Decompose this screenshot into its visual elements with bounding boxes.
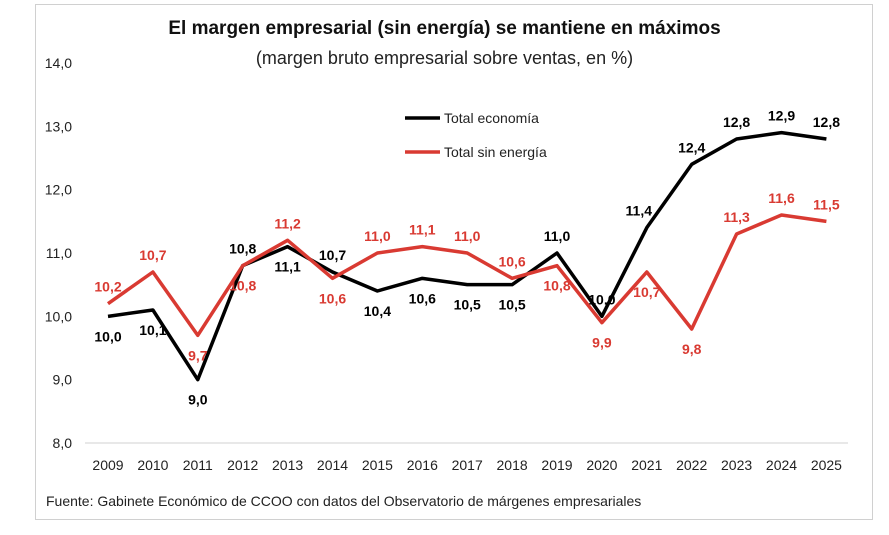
x-tick-label: 2018 (497, 457, 528, 473)
data-label: 10,6 (409, 290, 436, 306)
data-label: 10,8 (229, 241, 256, 257)
data-label: 10,2 (94, 279, 121, 295)
data-label: 11,0 (454, 228, 481, 244)
x-tick-label: 2010 (137, 457, 168, 473)
data-label: 11,5 (813, 196, 840, 212)
data-label: 11,3 (723, 209, 750, 225)
data-label: 11,0 (364, 228, 391, 244)
x-tick-label: 2009 (92, 457, 123, 473)
chart-frame (35, 4, 873, 520)
y-tick-label: 13,0 (45, 118, 72, 134)
y-tick-label: 12,0 (45, 182, 72, 198)
data-label: 10,4 (364, 303, 391, 319)
data-label: 10,6 (319, 290, 346, 306)
data-label: 10,6 (498, 253, 525, 269)
data-label: 11,2 (274, 215, 301, 231)
x-tick-label: 2021 (631, 457, 662, 473)
data-label: 11,1 (409, 222, 436, 238)
data-label: 12,9 (768, 108, 795, 124)
data-label: 10,5 (454, 297, 481, 313)
x-tick-label: 2012 (227, 457, 258, 473)
data-label: 10,0 (588, 291, 615, 307)
data-label: 11,0 (544, 228, 571, 244)
series-line-total-economia (107, 130, 827, 382)
data-label: 11,4 (626, 203, 653, 219)
x-tick-label: 2025 (811, 457, 842, 473)
chart-source: Fuente: Gabinete Económico de CCOO con d… (46, 493, 642, 509)
x-tick-label: 2017 (452, 457, 483, 473)
y-tick-label: 14,0 (45, 55, 72, 71)
data-label: 10,5 (498, 297, 525, 313)
data-label: 9,9 (592, 335, 612, 351)
data-label: 12,4 (678, 139, 705, 155)
x-tick-label: 2023 (721, 457, 752, 473)
x-tick-label: 2013 (272, 457, 303, 473)
chart-subtitle: (margen bruto empresarial sobre ventas, … (255, 48, 634, 68)
data-label: 9,8 (682, 341, 702, 357)
chart-title: El margen empresarial (sin energía) se m… (168, 18, 721, 39)
data-label: 10,7 (633, 284, 660, 300)
data-label: 12,8 (813, 114, 840, 130)
y-tick-label: 11,0 (46, 245, 72, 261)
x-tick-label: 2019 (541, 457, 572, 473)
y-tick-label: 8,0 (53, 435, 73, 451)
x-tick-label: 2024 (766, 457, 797, 473)
data-label: 10,7 (319, 247, 346, 263)
y-tick-label: 10,0 (45, 308, 72, 324)
data-label: 10,8 (229, 278, 256, 294)
data-label: 10,8 (543, 278, 570, 294)
data-label: 10,7 (139, 247, 166, 263)
x-tick-label: 2022 (676, 457, 707, 473)
data-label: 9,0 (188, 392, 208, 408)
data-label: 10,1 (139, 322, 166, 338)
legend-label: Total sin energía (444, 144, 547, 160)
y-tick-label: 9,0 (53, 372, 73, 388)
x-tick-label: 2020 (586, 457, 617, 473)
data-label: 9,7 (188, 347, 208, 363)
x-tick-label: 2014 (317, 457, 348, 473)
x-tick-label: 2015 (362, 457, 393, 473)
x-tick-label: 2016 (407, 457, 438, 473)
x-tick-label: 2011 (183, 457, 213, 473)
series-line-sin-energia (106, 213, 827, 338)
data-label: 11,1 (274, 259, 301, 275)
legend-label: Total economía (444, 110, 539, 126)
data-label: 11,6 (768, 190, 795, 206)
data-label: 10,0 (94, 328, 121, 344)
data-label: 12,8 (723, 114, 750, 130)
